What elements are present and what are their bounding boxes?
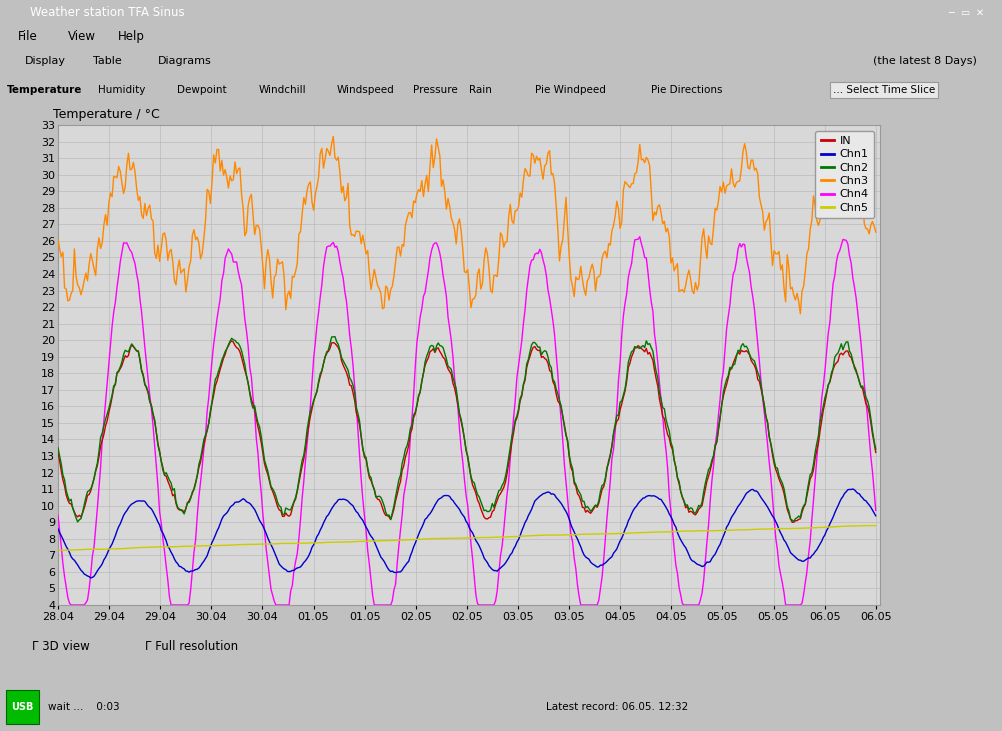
- Text: Latest record: 06.05. 12:32: Latest record: 06.05. 12:32: [546, 702, 688, 712]
- Text: ✕: ✕: [976, 8, 984, 18]
- Text: Weather station TFA Sinus: Weather station TFA Sinus: [30, 7, 184, 20]
- Text: (the latest 8 Days): (the latest 8 Days): [873, 56, 977, 67]
- Text: Display: Display: [25, 56, 66, 67]
- Text: Windspeed: Windspeed: [337, 85, 395, 95]
- Text: ─: ─: [948, 8, 954, 18]
- Text: wait ...    0:03: wait ... 0:03: [48, 702, 119, 712]
- Text: Windchill: Windchill: [259, 85, 307, 95]
- Text: Table: Table: [93, 56, 122, 67]
- Text: Rain: Rain: [469, 85, 492, 95]
- Text: Dewpoint: Dewpoint: [177, 85, 227, 95]
- Text: Temperature: Temperature: [7, 85, 82, 95]
- Text: Humidity: Humidity: [98, 85, 145, 95]
- Text: Help: Help: [118, 30, 145, 43]
- Text: ▭: ▭: [960, 8, 970, 18]
- Text: Pie Directions: Pie Directions: [651, 85, 722, 95]
- Text: Pie Windpeed: Pie Windpeed: [535, 85, 606, 95]
- Text: Γ 3D view: Γ 3D view: [32, 640, 90, 653]
- Text: USB: USB: [11, 702, 34, 712]
- Text: View: View: [68, 30, 96, 43]
- Text: Temperature / °C: Temperature / °C: [53, 108, 159, 121]
- Legend: IN, Chn1, Chn2, Chn3, Chn4, Chn5: IN, Chn1, Chn2, Chn3, Chn4, Chn5: [816, 131, 875, 219]
- Text: File: File: [18, 30, 38, 43]
- FancyBboxPatch shape: [6, 690, 39, 724]
- Text: Γ Full resolution: Γ Full resolution: [145, 640, 238, 653]
- Text: Diagrams: Diagrams: [158, 56, 212, 67]
- Text: ... Select Time Slice: ... Select Time Slice: [833, 85, 935, 95]
- Text: Pressure: Pressure: [413, 85, 458, 95]
